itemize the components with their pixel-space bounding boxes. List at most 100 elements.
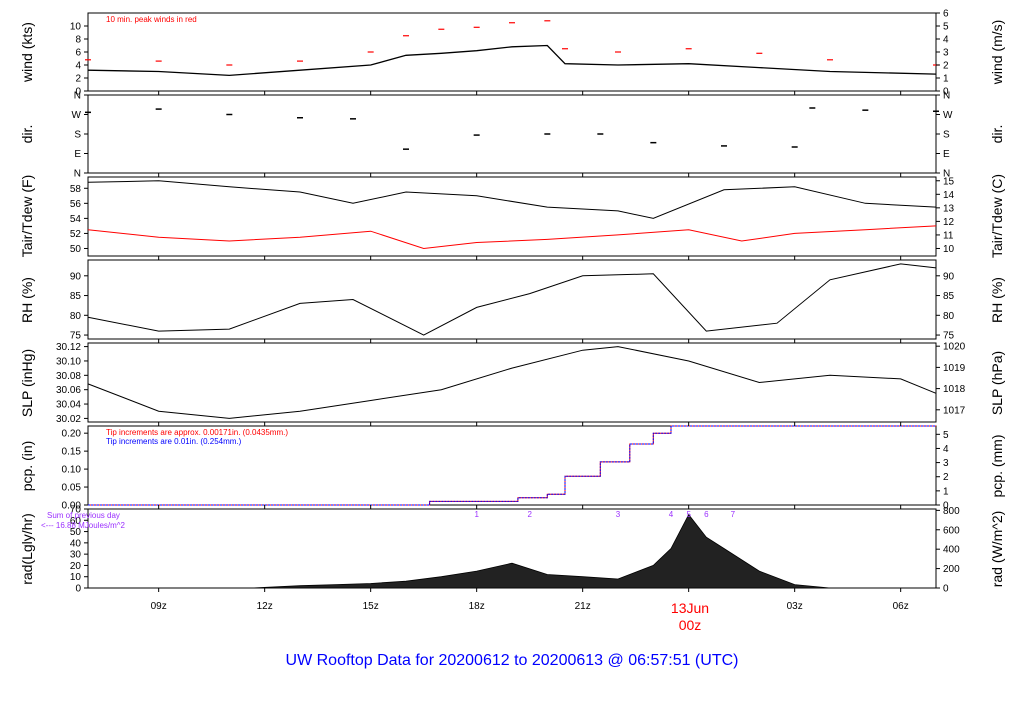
rad-hour-label: 4 [669,510,674,519]
rh-left-label: RH (%) [19,277,35,323]
y-tick-label: 1018 [943,384,966,395]
y-tick-label: N [943,169,950,180]
x-tick-label: 09z [151,601,167,612]
temp-plot [87,180,937,250]
wind-right-label: wind (m/s) [989,20,1005,86]
y-tick-label: 90 [943,271,955,282]
rh-right-label: RH (%) [989,277,1005,323]
slp-line [87,346,937,419]
pcp-annotation-blue: Tip increments are 0.01in. (0.254mm.) [106,437,242,446]
dir-right-label: dir. [989,125,1005,144]
wind-annotation: 10 min. peak winds in red [106,15,197,24]
y-tick-label: 3 [943,48,949,59]
y-tick-label: 85 [943,291,955,302]
temp-left-label: Tair/Tdew (F) [19,175,35,257]
x-tick-label: 03z [787,601,803,612]
y-tick-label: 50 [70,527,82,538]
y-tick-label: 6 [75,48,81,59]
slp-panel-frame [87,342,937,423]
y-tick-label: 0.20 [62,429,82,440]
y-tick-label: S [943,130,950,141]
date-marker: 13Jun [671,600,709,616]
y-tick-label: 0 [943,584,949,595]
y-tick-label: E [74,149,81,160]
y-tick-label: 15 [943,176,955,187]
y-tick-label: W [943,110,953,121]
rad-hour-label: 1 [474,510,479,519]
y-tick-label: 30.04 [56,400,81,411]
y-tick-label: 10 [70,572,82,583]
y-tick-label: 14 [943,190,955,201]
chart-title: UW Rooftop Data for 20200612 to 20200613… [286,652,739,669]
y-tick-label: 90 [70,271,82,282]
y-tick-label: 54 [70,214,82,225]
rad-annotation-line1: Sum of previous day [47,511,120,520]
y-tick-label: 13 [943,203,955,214]
y-tick-label: 4 [943,444,949,455]
y-tick-label: N [74,169,81,180]
y-tick-label: 0 [75,584,81,595]
y-tick-label: 56 [70,199,82,210]
axes-ticks: 09z 12z 15z 18z 21z 03z 06z02468100123456NESWN… [56,9,966,613]
y-tick-label: 75 [70,331,82,342]
date-marker-sub: 00z [679,617,702,633]
x-tick-label: 15z [363,601,379,612]
pcp-annotation-red: Tip increments are approx. 0.00171in. (0… [106,428,288,437]
wind-plot [85,20,939,77]
rad-right-label: rad (W/m^2) [989,511,1005,588]
dir-plot [85,107,939,150]
y-tick-label: 0 [943,87,949,98]
y-tick-label: 0.15 [62,447,82,458]
pcp-plot [88,425,936,506]
y-tick-label: 30.12 [56,342,81,353]
y-tick-label: 12 [943,217,955,228]
rad-hour-label: 5 [686,510,691,519]
pcp-coarse-line [88,425,936,506]
y-tick-label: 10 [70,22,82,33]
y-tick-label: 4 [75,61,81,72]
y-tick-label: 0.10 [62,465,82,476]
y-tick-label: 10 [943,244,955,255]
y-tick-label: 800 [943,506,960,517]
rad-hour-label: 2 [527,510,532,519]
y-tick-label: 75 [943,331,955,342]
y-tick-label: 50 [70,244,82,255]
y-tick-label: 58 [70,184,82,195]
y-tick-label: 70 [70,505,82,516]
x-tick-label: 21z [575,601,591,612]
y-tick-label: 2 [943,61,949,72]
y-tick-label: 200 [943,564,960,575]
y-tick-label: 20 [70,561,82,572]
y-tick-label: 1 [943,486,949,497]
rad-annotation-line2: <--- 16.88 MJoules/m^2 [41,521,126,530]
y-tick-label: 1020 [943,342,966,353]
y-tick-label: N [943,91,950,102]
y-tick-label: 5 [943,430,949,441]
y-tick-label: 0.05 [62,483,82,494]
y-tick-label: 400 [943,545,960,556]
rh-plot [87,263,937,336]
y-tick-label: W [72,110,82,121]
y-tick-label: 600 [943,525,960,536]
wind-speed-line [87,44,937,77]
pcp-panel-frame [87,425,937,506]
slp-right-label: SLP (hPa) [989,351,1005,415]
wind-panel-frame [87,12,937,92]
tair-line [87,180,937,219]
y-tick-label: 30.08 [56,371,81,382]
rad-plot: 1 2 3 4 5 6 7 [252,510,831,589]
temp-panel-frame [87,176,937,257]
y-tick-label: 1017 [943,405,966,416]
slp-plot [87,346,937,419]
rad-hour-label: 7 [731,510,736,519]
x-tick-label: 06z [893,601,909,612]
y-tick-label: 30.10 [56,356,81,367]
x-tick-label: 18z [469,601,485,612]
y-tick-label: 6 [943,9,949,20]
slp-left-label: SLP (inHg) [19,349,35,417]
dir-panel-frame [87,94,937,174]
y-tick-label: 0 [75,87,81,98]
rad-left-label: rad(Lgly/hr) [19,513,35,585]
